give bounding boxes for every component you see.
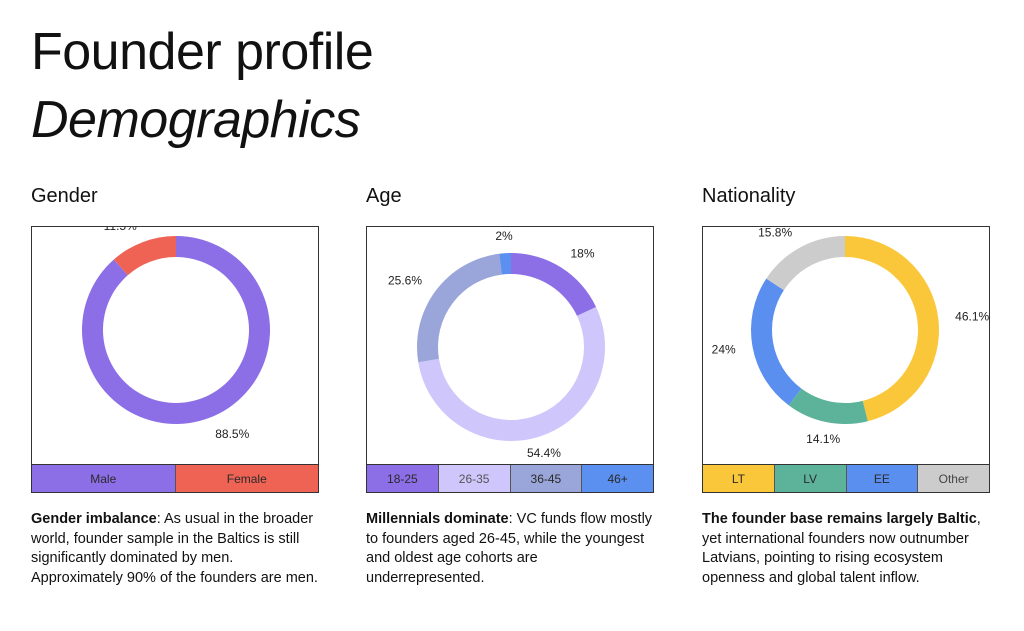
- nationality-label-lt: 46.1%: [955, 309, 989, 323]
- gender-legend: Male Female: [32, 464, 318, 492]
- age-slice-36-45: [417, 253, 502, 363]
- age-legend-26-35: 26-35: [438, 465, 511, 492]
- nationality-legend-lt: LT: [703, 465, 775, 492]
- age-slice-26-35: [418, 306, 605, 442]
- nationality-note: The founder base remains largely Baltic,…: [702, 510, 994, 588]
- gender-slice-male: [81, 236, 270, 424]
- gender-note-bold: Gender imbalance: [31, 511, 157, 527]
- age-note: Millennials dominate: VC funds flow most…: [366, 510, 658, 588]
- age-panel-title: Age: [366, 185, 402, 207]
- gender-note-text: : As usual in the broader world, founder…: [31, 511, 318, 586]
- gender-note: Gender imbalance: As usual in the broade…: [31, 510, 323, 588]
- age-panel: Age 18% 54.4% 25.6% 2% 18-25 26-35 36-45 46+ M…: [366, 182, 656, 586]
- age-label-18-25: 18%: [570, 246, 594, 260]
- nationality-legend-lv: LV: [774, 465, 847, 492]
- age-legend-36-45: 36-45: [510, 465, 583, 492]
- age-label-36-45: 25.6%: [388, 274, 422, 288]
- nationality-legend-ee: EE: [846, 465, 919, 492]
- nationality-label-other: 15.8%: [758, 227, 792, 239]
- page-title: Founder profile: [31, 23, 374, 81]
- gender-legend-male: Male: [32, 465, 176, 492]
- gender-slice-female: [113, 236, 176, 276]
- age-legend-46: 46+: [582, 465, 653, 492]
- age-note-bold: Millennials dominate: [366, 511, 509, 527]
- nationality-slice-ee: [751, 278, 802, 406]
- nationality-legend-other: Other: [918, 465, 989, 492]
- gender-label-male: 88.5%: [215, 427, 249, 441]
- gender-donut-chart: 88.5% 11.5%: [81, 227, 270, 441]
- nationality-label-lv: 14.1%: [806, 432, 840, 446]
- nationality-legend: LT LV EE Other: [703, 464, 989, 492]
- nationality-note-bold: The founder base remains largely Baltic: [702, 511, 977, 527]
- gender-label-female: 11.5%: [104, 227, 137, 233]
- age-legend-18-25: 18-25: [367, 465, 439, 492]
- page-subtitle: Demographics: [31, 91, 361, 149]
- nationality-chart-box: 46.1% 14.1% 24% 15.8% LT LV EE Other: [702, 226, 990, 493]
- nationality-slice-lv: [788, 388, 868, 424]
- age-label-46: 2%: [495, 229, 513, 243]
- age-note-text: : VC funds flow mostly to founders aged …: [366, 511, 653, 586]
- nationality-label-ee: 24%: [712, 342, 736, 356]
- nationality-slice-other: [766, 236, 845, 291]
- nationality-note-text: , yet international founders now outnumb…: [702, 511, 981, 586]
- gender-panel-title: Gender: [31, 185, 98, 207]
- nationality-panel-title: Nationality: [702, 185, 796, 207]
- gender-legend-female: Female: [175, 465, 318, 492]
- age-label-26-35: 54.4%: [527, 446, 561, 460]
- age-slice-46: [499, 253, 511, 275]
- age-chart-box: 18% 54.4% 25.6% 2% 18-25 26-35 36-45 46+: [366, 226, 654, 493]
- age-legend: 18-25 26-35 36-45 46+: [367, 464, 653, 492]
- nationality-panel: Nationality 46.1% 14.1% 24% 15.8% LT LV EE Oth…: [702, 182, 992, 586]
- age-donut-chart: 18% 54.4% 25.6% 2%: [388, 229, 605, 460]
- nationality-donut-chart: 46.1% 14.1% 24% 15.8%: [712, 227, 990, 446]
- age-slice-18-25: [511, 253, 597, 316]
- nationality-slice-lt: [845, 236, 939, 422]
